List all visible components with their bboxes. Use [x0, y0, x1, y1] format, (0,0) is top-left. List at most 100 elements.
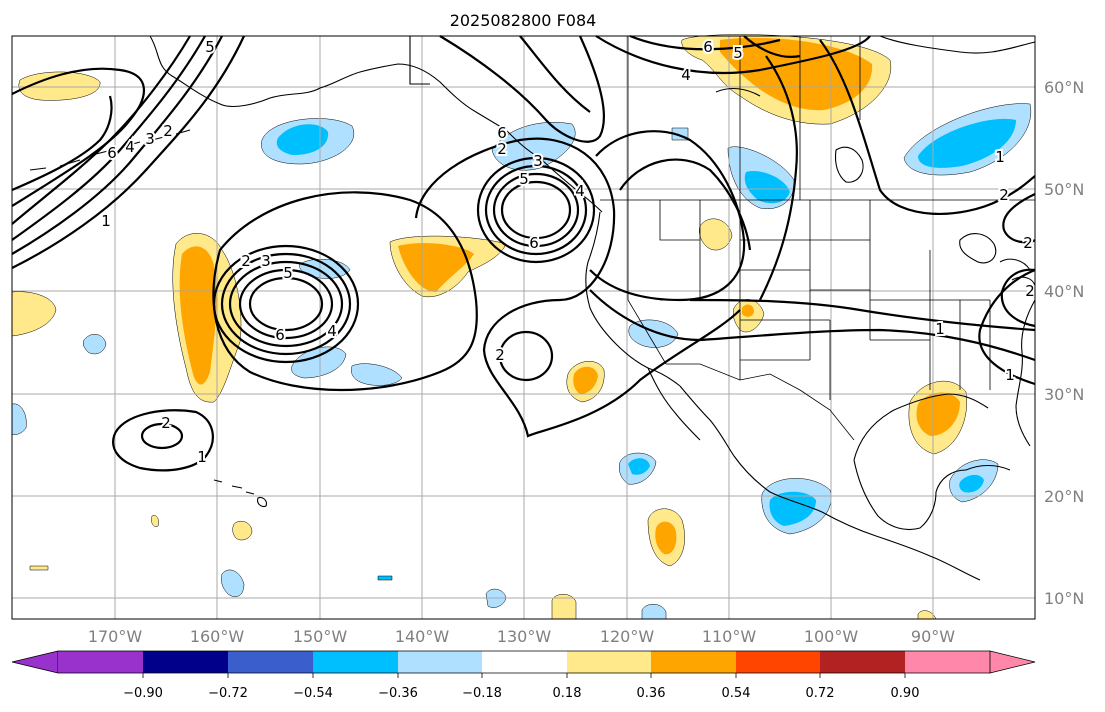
colorbar-tick-label: −0.18	[462, 686, 502, 701]
positive-anomaly-core	[573, 366, 598, 394]
contour-label: 1	[935, 320, 945, 338]
negative-anomaly-patch	[11, 403, 27, 435]
contour-label: 5	[205, 38, 215, 56]
positive-anomaly-patch	[29, 565, 49, 571]
contour-label: 6	[497, 124, 507, 142]
contour-label: 5	[733, 44, 743, 62]
contour-line	[619, 158, 752, 251]
contour-line	[589, 130, 746, 302]
contour-line	[595, 35, 871, 75]
contour-label: 4	[681, 66, 691, 84]
negative-anomaly-patch	[351, 363, 403, 386]
contour-line	[414, 137, 741, 438]
contour-label: 3	[145, 130, 155, 148]
colorbar-ticks	[142, 673, 906, 678]
low-contour	[238, 268, 334, 340]
contour-label: 1	[101, 212, 111, 230]
negative-anomaly-core	[918, 118, 1016, 168]
positive-anomaly-patch	[551, 594, 577, 620]
contour-label: 5	[519, 170, 529, 188]
colorbar-bin	[313, 651, 398, 673]
colorbar-tick-label: 0.36	[637, 686, 666, 701]
contour-line	[589, 289, 1036, 362]
contour-line	[1002, 193, 1036, 244]
colorbar-bin	[58, 651, 143, 673]
contour-line	[519, 35, 591, 113]
positive-anomaly-patch	[232, 521, 253, 541]
canada-provinces	[627, 36, 861, 200]
colorbar-tick-label: 0.72	[806, 686, 835, 701]
lat-label: 50°N	[1044, 180, 1084, 199]
positive-anomaly-patch	[151, 515, 159, 527]
lon-label: 160°W	[190, 627, 245, 646]
cuba	[965, 464, 1011, 471]
contour-line	[1000, 268, 1036, 328]
contour-labels: 5 6 4 3 2 1 6 4 3 2 2 5 6 4 2 3 5 6 4 5 …	[99, 36, 1037, 468]
negative-anomaly-patch	[82, 333, 107, 355]
negative-anomaly-core	[959, 474, 984, 493]
baja-california	[647, 367, 981, 581]
contour-label: 6	[275, 326, 285, 344]
lon-label: 170°W	[88, 627, 143, 646]
contour-line	[212, 191, 478, 392]
colorbar-bin	[398, 651, 482, 673]
positive-anomaly-core	[916, 392, 960, 436]
colorbar-tick-label: −0.90	[123, 686, 163, 701]
colorbar-tick-label: −0.72	[208, 686, 248, 701]
colorbar-bin	[820, 651, 905, 673]
figure-title: 2025082800 F084	[450, 11, 597, 30]
colorbar-bin	[482, 651, 567, 673]
low-contour	[248, 276, 324, 332]
colorbar-bin	[228, 651, 313, 673]
colorbar-tick-label: −0.54	[293, 686, 333, 701]
contour-line	[11, 67, 145, 207]
lat-label: 30°N	[1044, 385, 1084, 404]
high-contour	[498, 330, 554, 382]
colorbar-bin	[651, 651, 736, 673]
positive-anomaly-core	[742, 304, 754, 317]
colorbar: −0.90 −0.72 −0.54 −0.36 −0.18 0.18 0.36 …	[11, 650, 1036, 701]
colorbar-bin	[736, 651, 820, 673]
lon-label: 120°W	[600, 627, 655, 646]
anomaly-shading	[11, 34, 1032, 620]
negative-anomaly-patch	[221, 569, 245, 597]
contour-label: 2	[241, 252, 251, 270]
negative-anomaly-core	[769, 491, 816, 526]
contour-line	[759, 55, 798, 301]
graticule	[12, 36, 1035, 619]
lon-label: 150°W	[293, 627, 348, 646]
lat-label: 10°N	[1044, 589, 1084, 608]
contour-label: 1	[1005, 366, 1015, 384]
colorbar-bin	[905, 651, 990, 673]
contour-label: 2	[163, 122, 173, 140]
contour-line	[11, 95, 113, 192]
positive-anomaly-patch	[11, 291, 57, 337]
colorbar-outline	[58, 650, 990, 674]
colorbar-tick-label: −0.36	[378, 686, 418, 701]
canada-arctic-coast	[409, 35, 1036, 97]
lat-label: 40°N	[1044, 282, 1084, 301]
lon-label: 90°W	[911, 627, 955, 646]
low-contour	[484, 164, 588, 256]
coastlines	[29, 35, 1036, 581]
contour-label: 4	[327, 322, 337, 340]
negative-anomaly-core	[628, 458, 650, 475]
contour-label: 2	[495, 346, 505, 364]
positive-anomaly-core	[720, 37, 873, 111]
lon-label: 140°W	[395, 627, 450, 646]
contour-label: 4	[125, 138, 135, 156]
positive-anomaly-core	[179, 246, 217, 385]
us-mexico-border	[666, 363, 855, 441]
latitude-labels: 60°N 50°N 40°N 30°N 20°N 10°N	[1044, 78, 1084, 608]
contour-lines	[11, 34, 1036, 472]
negative-anomaly-core	[276, 124, 329, 156]
contour-label: 6	[703, 38, 713, 56]
contour-label: 6	[107, 144, 117, 162]
colorbar-tick-label: 0.90	[891, 686, 920, 701]
lat-label: 60°N	[1044, 78, 1084, 97]
contour-label: 6	[529, 234, 539, 252]
aleutian-islands	[29, 129, 191, 171]
positive-anomaly-core	[398, 243, 474, 292]
low-contour	[500, 180, 572, 240]
